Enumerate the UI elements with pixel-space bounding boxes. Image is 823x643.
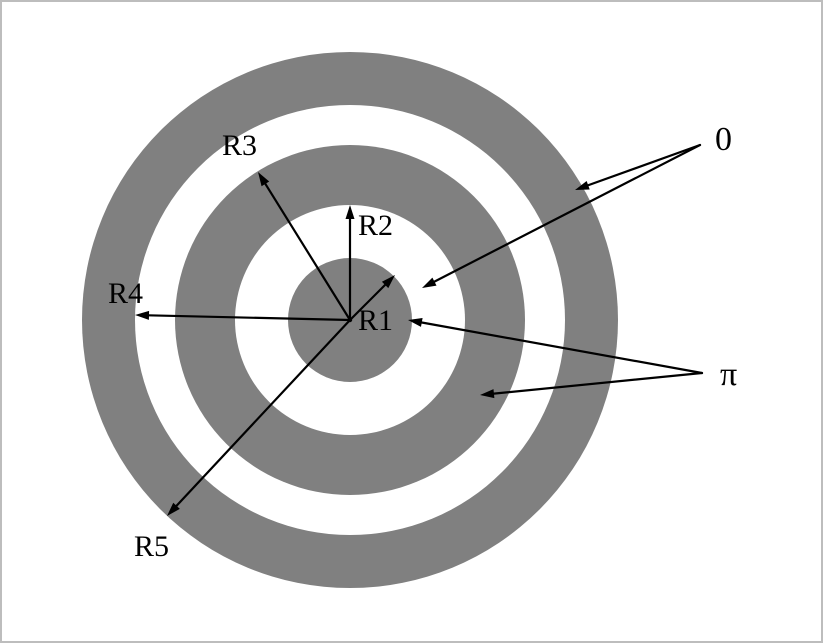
concentric-rings-diagram: R1 R2 R3 R4 R5 0 π xyxy=(0,0,823,643)
label-r1: R1 xyxy=(358,304,393,337)
label-r4: R4 xyxy=(108,277,143,310)
label-r2: R2 xyxy=(358,209,393,242)
label-r5: R5 xyxy=(134,530,169,563)
label-r3: R3 xyxy=(222,129,257,162)
center-point xyxy=(348,318,352,322)
label-pi: π xyxy=(720,356,737,393)
label-zero: 0 xyxy=(715,121,732,158)
